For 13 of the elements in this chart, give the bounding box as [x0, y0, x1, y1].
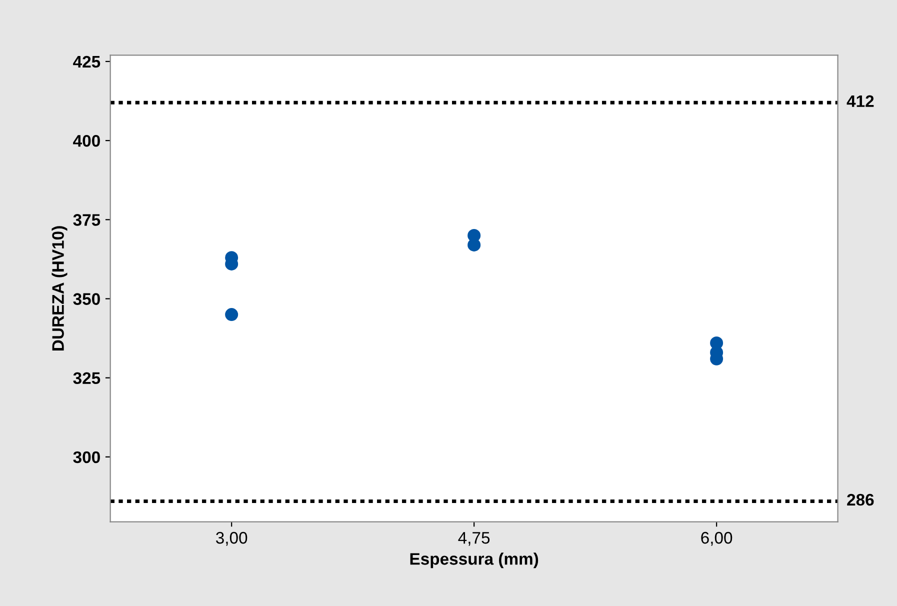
y-tick-label: 375 — [73, 214, 100, 226]
y-tick-label: 325 — [73, 372, 100, 384]
y-axis-title: DUREZA (HV10) — [52, 226, 68, 350]
y-tick-label: 425 — [73, 56, 100, 68]
ref-line-label: 412 — [846, 95, 874, 107]
x-tick-label: 6,00 — [701, 532, 732, 546]
x-axis-title: Espessura (mm) — [410, 552, 538, 568]
y-tick-label: 350 — [73, 293, 100, 305]
y-tick-label: 300 — [73, 451, 100, 464]
x-tick-label: 4,75 — [458, 532, 490, 546]
ref-line-label: 286 — [847, 494, 874, 506]
x-tick-label: 3,00 — [216, 532, 248, 546]
y-tick-label: 400 — [73, 134, 100, 147]
